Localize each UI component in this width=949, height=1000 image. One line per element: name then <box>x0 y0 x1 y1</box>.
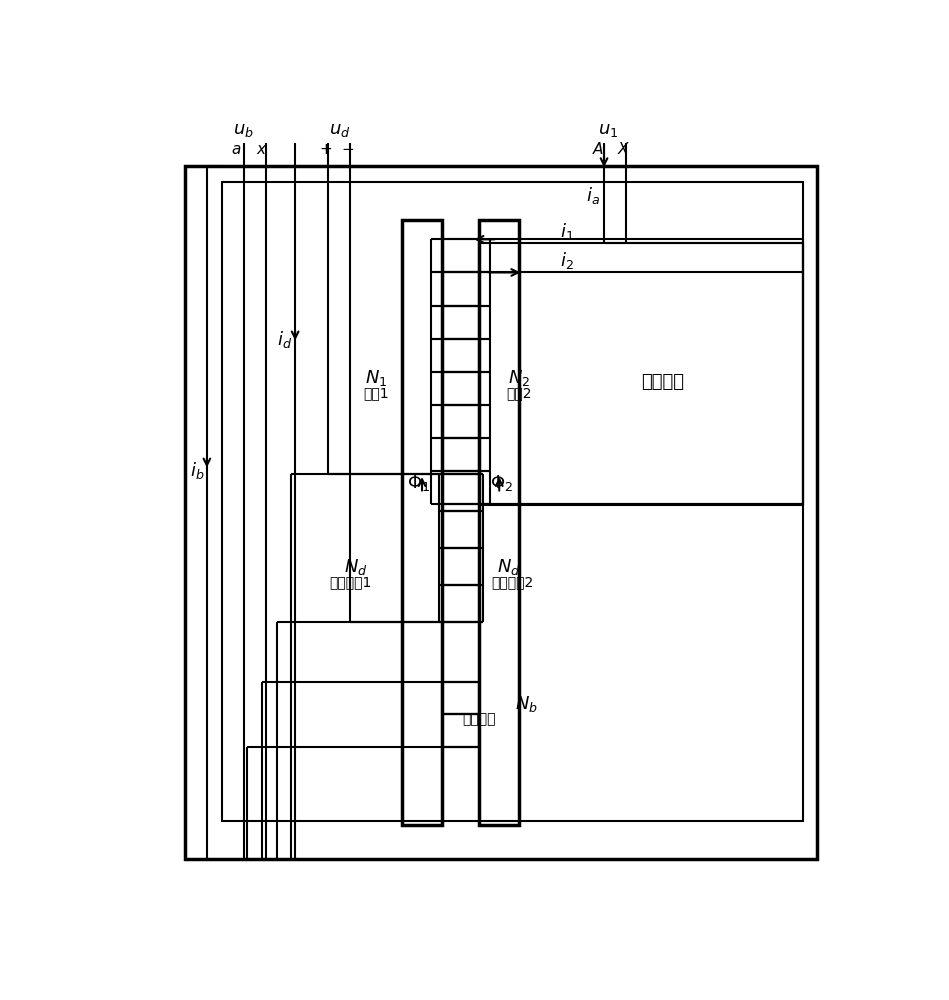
Text: $N_d$: $N_d$ <box>344 557 368 577</box>
Text: $i_1$: $i_1$ <box>560 221 574 242</box>
Text: $i_a$: $i_a$ <box>586 185 601 206</box>
Text: $N_d$: $N_d$ <box>496 557 520 577</box>
Text: X: X <box>617 142 627 157</box>
Text: x: x <box>256 142 265 157</box>
Text: $u_b$: $u_b$ <box>233 121 254 139</box>
Text: 补偿绕组: 补偿绕组 <box>462 712 495 726</box>
Text: 控制绕组2: 控制绕组2 <box>491 575 533 589</box>
Text: −: − <box>342 142 355 157</box>
Text: $u_1$: $u_1$ <box>598 121 618 139</box>
Text: $i_d$: $i_d$ <box>277 329 292 350</box>
Text: 网侧绕组: 网侧绕组 <box>642 373 684 391</box>
Text: $i_b$: $i_b$ <box>190 460 204 481</box>
Text: $\Phi_1$: $\Phi_1$ <box>407 473 430 493</box>
Text: 控制绕组1: 控制绕组1 <box>329 575 371 589</box>
Text: a: a <box>232 142 241 157</box>
Text: $N_1$: $N_1$ <box>364 368 387 388</box>
Text: +: + <box>320 142 332 157</box>
Text: $N_2$: $N_2$ <box>509 368 530 388</box>
Text: A: A <box>593 142 604 157</box>
Text: $\Phi_2$: $\Phi_2$ <box>490 473 512 493</box>
Bar <box>221 182 803 821</box>
Text: 绕组1: 绕组1 <box>363 386 389 400</box>
Text: 绕组2: 绕组2 <box>507 386 532 400</box>
Bar <box>479 220 519 825</box>
Bar <box>479 243 803 505</box>
Text: $i_2$: $i_2$ <box>560 250 573 271</box>
Bar <box>401 220 442 825</box>
Bar <box>185 166 817 859</box>
Text: $u_d$: $u_d$ <box>328 121 350 139</box>
Text: $N_b$: $N_b$ <box>515 694 538 714</box>
